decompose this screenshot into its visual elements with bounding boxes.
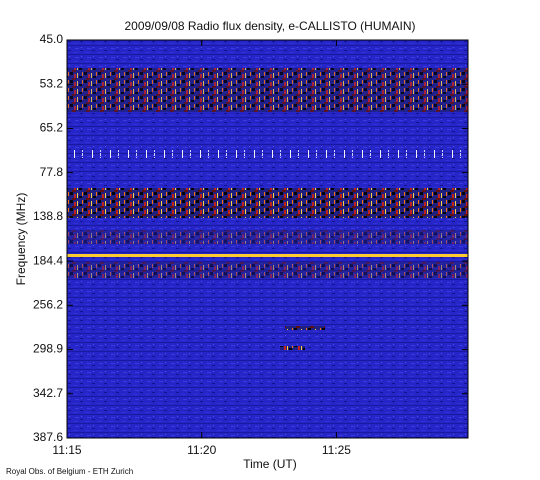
y-tick-label: 45.0 bbox=[40, 32, 64, 46]
chart-title: 2009/09/08 Radio flux density, e-CALLIST… bbox=[124, 19, 415, 33]
y-tick-label: 77.8 bbox=[40, 165, 64, 179]
x-tick-label: 11:20 bbox=[187, 443, 216, 457]
y-tick-label: 184.4 bbox=[33, 253, 63, 267]
spectrogram-texture bbox=[67, 40, 468, 438]
y-tick-label: 298.9 bbox=[33, 342, 63, 356]
y-tick-label: 342.7 bbox=[33, 386, 63, 400]
y-tick-label: 53.2 bbox=[40, 76, 64, 90]
y-tick-label: 256.2 bbox=[33, 298, 63, 312]
plot-frame bbox=[66, 39, 469, 439]
x-tick-label: 11:25 bbox=[322, 443, 351, 457]
y-axis-label: Frequency (MHz) bbox=[14, 193, 28, 286]
y-tick-label: 387.6 bbox=[33, 430, 63, 444]
x-axis-label: Time (UT) bbox=[243, 457, 297, 471]
y-tick-label: 65.2 bbox=[40, 121, 64, 135]
x-tick-label: 11:15 bbox=[52, 443, 81, 457]
y-tick-label: 138.8 bbox=[33, 209, 63, 223]
footer: Royal Obs. of Belgium - ETH Zurich bbox=[6, 467, 133, 476]
